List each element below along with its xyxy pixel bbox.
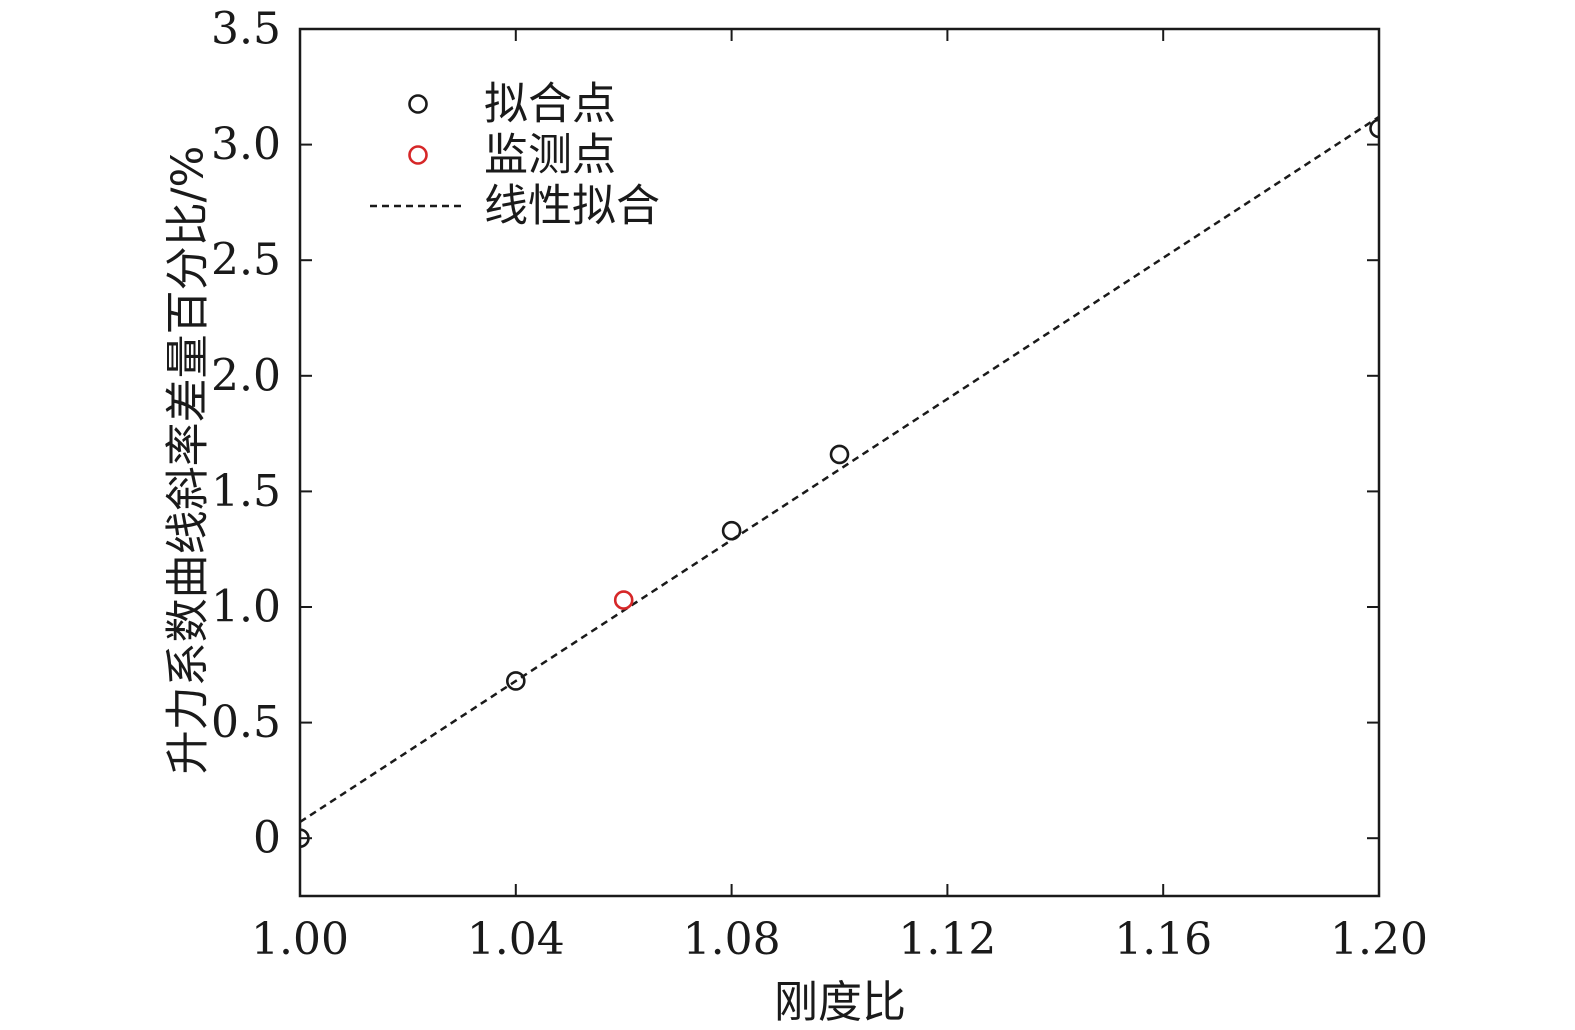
y-tick-label: 3.0 bbox=[211, 119, 281, 170]
legend-label-fit-points: 拟合点 bbox=[484, 79, 616, 130]
legend-label-linear-fit: 线性拟合 bbox=[484, 181, 660, 232]
y-tick-label: 2.0 bbox=[211, 350, 281, 401]
monitor-point bbox=[613, 590, 634, 610]
x-tick-label: 1.00 bbox=[251, 914, 349, 965]
fit-point bbox=[829, 444, 850, 465]
linear-fit-line bbox=[300, 115, 1379, 824]
legend: 拟合点 监测点 线性拟合 bbox=[370, 79, 660, 232]
points-layer bbox=[300, 118, 1379, 848]
fit-point bbox=[721, 520, 742, 541]
legend-label-monitor-point: 监测点 bbox=[484, 130, 616, 181]
x-tick-label: 1.20 bbox=[1330, 914, 1428, 965]
x-axis-title: 刚度比 bbox=[774, 977, 906, 1028]
y-tick-label: 2.5 bbox=[211, 235, 281, 286]
y-tick-label: 0.5 bbox=[211, 697, 281, 748]
y-tick-label: 3.5 bbox=[211, 4, 281, 55]
legend-marker-fit-points bbox=[408, 94, 428, 114]
fit-point bbox=[1369, 118, 1379, 139]
fit-line-layer bbox=[300, 115, 1379, 824]
fit-point bbox=[505, 671, 526, 691]
plot-frame bbox=[298, 27, 1381, 898]
x-tick-label: 1.04 bbox=[467, 914, 565, 965]
y-tick-label: 1.5 bbox=[211, 466, 281, 517]
x-tick-label: 1.16 bbox=[1114, 914, 1212, 965]
y-tick-label: 0 bbox=[253, 813, 281, 864]
ticks-layer: 1.00 1.04 1.08 1.12 1.16 1.20 0 0.5 1.0 1.5 2.0 2.5… bbox=[211, 4, 1428, 966]
y-tick-label: 1.0 bbox=[211, 582, 281, 633]
y-axis-title: 升力系数曲线斜率差量百分比/% bbox=[163, 146, 214, 775]
legend-marker-monitor-point bbox=[408, 145, 428, 165]
x-tick-label: 1.12 bbox=[898, 914, 996, 965]
x-tick-label: 1.08 bbox=[683, 914, 781, 965]
